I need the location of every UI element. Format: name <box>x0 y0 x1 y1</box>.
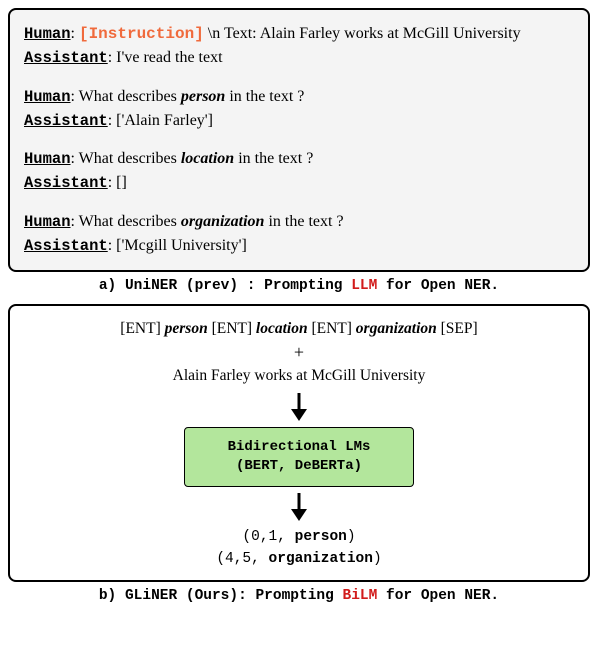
turn-0-human-text: \n Text: Alain Farley works at McGill Un… <box>204 25 521 42</box>
bilm-line2: (BERT, DeBERTa) <box>193 457 405 476</box>
entity-prompt-line: [ENT] person [ENT] location [ENT] organi… <box>24 320 574 338</box>
ent-location: location <box>256 320 308 337</box>
role-assistant: Assistant <box>24 49 108 67</box>
caption-a: a) UniNER (prev) : Prompting LLM for Ope… <box>8 278 590 294</box>
panel-gliner: [ENT] person [ENT] location [ENT] organi… <box>8 304 590 582</box>
q-post: in the text ? <box>225 88 304 105</box>
role-human: Human <box>24 88 71 106</box>
caption-b: b) GLiNER (Ours): Prompting BiLM for Ope… <box>8 588 590 604</box>
colon: : <box>71 25 79 42</box>
plus-sign: + <box>24 342 574 363</box>
turn-3: Human: What describes organization in th… <box>24 210 574 259</box>
role-assistant: Assistant <box>24 237 108 255</box>
role-human: Human <box>24 150 71 168</box>
entity-person: person <box>181 88 225 105</box>
tuple-0: (0,1, person) <box>24 527 574 549</box>
caption-a-pre: a) UniNER (prev) : Prompting <box>99 278 351 294</box>
ent-tag: [ENT] <box>120 320 164 337</box>
caption-b-red: BiLM <box>343 588 378 604</box>
bilm-line1: Bidirectional LMs <box>193 438 405 457</box>
instruction-token: [Instruction] <box>79 25 204 43</box>
turn-1-assistant: Assistant: ['Alain Farley'] <box>24 109 574 133</box>
turn-2-assistant: Assistant: [] <box>24 171 574 195</box>
entity-location: location <box>181 150 234 167</box>
caption-b-pre: b) GLiNER (Ours): Prompting <box>99 588 343 604</box>
bilm-box: Bidirectional LMs (BERT, DeBERTa) <box>184 427 414 487</box>
q-post: in the text ? <box>234 150 313 167</box>
panel-uniner: Human: [Instruction] \n Text: Alain Farl… <box>8 8 590 272</box>
turn-0: Human: [Instruction] \n Text: Alain Farl… <box>24 22 574 71</box>
caption-a-post: for Open NER. <box>377 278 499 294</box>
tuple-close: ) <box>347 529 356 545</box>
tuple-close: ) <box>373 551 382 567</box>
role-human: Human <box>24 25 71 43</box>
q-pre: : What describes <box>71 150 181 167</box>
q-pre: : What describes <box>71 88 181 105</box>
input-sentence: Alain Farley works at McGill University <box>24 367 574 385</box>
tuple-1: (4,5, organization) <box>24 549 574 571</box>
caption-a-red: LLM <box>351 278 377 294</box>
entity-organization: organization <box>181 213 265 230</box>
role-assistant: Assistant <box>24 174 108 192</box>
turn-1-assistant-text: : ['Alain Farley'] <box>108 112 213 129</box>
ent-tag: [ENT] <box>308 320 356 337</box>
ent-organization: organization <box>356 320 437 337</box>
turn-3-assistant-text: : ['Mcgill University'] <box>108 237 247 254</box>
q-pre: : What describes <box>71 213 181 230</box>
tuple-open: (4,5, <box>216 551 268 567</box>
tuple-label: organization <box>269 551 373 567</box>
turn-0-assistant: Assistant: I've read the text <box>24 46 574 70</box>
output-tuples: (0,1, person) (4,5, organization) <box>24 527 574 571</box>
ent-tag: [ENT] <box>208 320 256 337</box>
sep-tag: [SEP] <box>437 320 478 337</box>
arrow-down-icon <box>24 393 574 421</box>
turn-1: Human: What describes person in the text… <box>24 85 574 134</box>
turn-3-human: Human: What describes organization in th… <box>24 210 574 234</box>
turn-3-assistant: Assistant: ['Mcgill University'] <box>24 234 574 258</box>
turn-1-human: Human: What describes person in the text… <box>24 85 574 109</box>
q-post: in the text ? <box>264 213 343 230</box>
tuple-label: person <box>295 529 347 545</box>
ent-person: person <box>165 320 208 337</box>
turn-0-human: Human: [Instruction] \n Text: Alain Farl… <box>24 22 574 46</box>
turn-2: Human: What describes location in the te… <box>24 147 574 196</box>
arrow-down-icon <box>24 493 574 521</box>
turn-2-human: Human: What describes location in the te… <box>24 147 574 171</box>
tuple-open: (0,1, <box>242 529 294 545</box>
caption-b-post: for Open NER. <box>377 588 499 604</box>
turn-0-assistant-text: : I've read the text <box>108 49 223 66</box>
role-human: Human <box>24 213 71 231</box>
role-assistant: Assistant <box>24 112 108 130</box>
turn-2-assistant-text: : [] <box>108 174 127 191</box>
